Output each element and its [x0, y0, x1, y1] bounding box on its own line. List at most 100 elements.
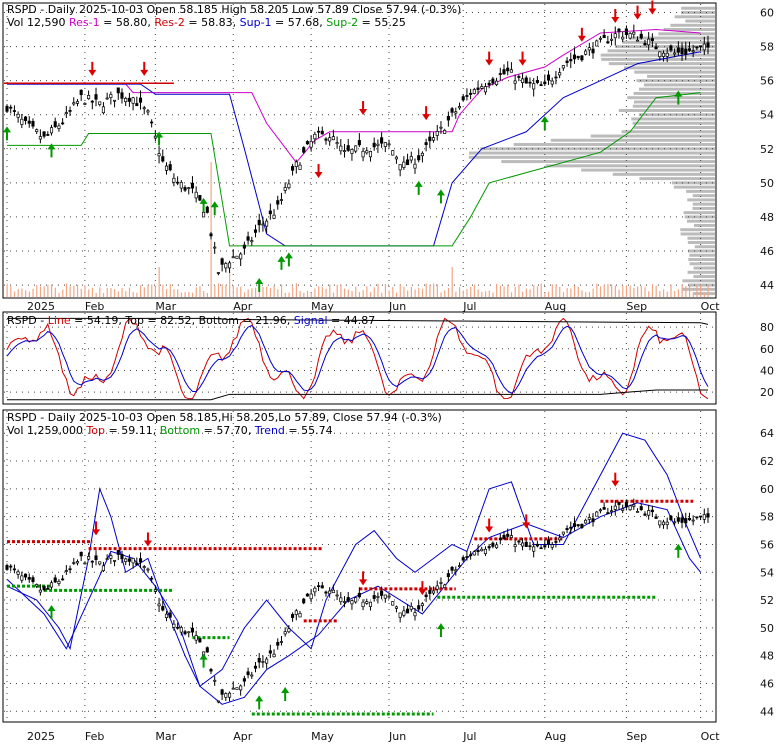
candle-body-13 [53, 121, 57, 128]
candle-body-146 [546, 74, 551, 81]
candle-body-185 [691, 519, 695, 522]
volume-bar-87 [329, 284, 331, 297]
candle-body-121 [454, 111, 458, 114]
volume-bar-84 [318, 286, 320, 297]
candle-body-16 [64, 570, 68, 572]
candle-body-151 [565, 60, 569, 63]
y-tick-label-0: 44 [760, 279, 774, 292]
volume-bar-170 [637, 286, 639, 297]
candle-body-152 [569, 526, 573, 529]
candle-body-28 [109, 94, 113, 98]
candle-body-143 [535, 80, 539, 83]
candle-body-161 [602, 507, 606, 510]
volume-bar-56 [214, 286, 216, 297]
candle-body-27 [105, 97, 109, 100]
oscillator-y-ticks: 20 40 60 80 [760, 321, 774, 399]
volume-bar-135 [507, 284, 509, 297]
candle-body-139 [521, 542, 525, 547]
candle-body-173 [647, 38, 651, 46]
profile-bar [643, 83, 715, 87]
candle-body-56 [213, 246, 217, 249]
trend-buy-arrow-0-head [47, 605, 56, 612]
candle-body-73 [276, 641, 280, 646]
candle-body-126 [472, 551, 476, 556]
candle-body-163 [610, 38, 614, 41]
volume-bar-92 [347, 289, 349, 297]
candle-body-41 [157, 153, 161, 157]
candle-body-84 [317, 585, 321, 588]
candle-body-112 [420, 603, 424, 607]
volume-bar-61 [232, 285, 234, 297]
candle-body-90 [339, 597, 343, 603]
x-tick-label-9: Oct [701, 730, 721, 743]
profile-bar [663, 28, 715, 32]
candle-body-80 [302, 147, 306, 153]
volume-bar-76 [288, 292, 290, 297]
candle-body-120 [450, 566, 454, 571]
candle-body-119 [446, 573, 450, 577]
profile-bar [687, 240, 715, 244]
candle-body-70 [265, 220, 269, 227]
candle-body-71 [268, 650, 272, 654]
candle-body-122 [457, 565, 462, 567]
sell-arrow-4-head [422, 114, 431, 121]
candle-body-185 [691, 50, 695, 53]
volume-bar-140 [525, 288, 527, 297]
candle-body-85 [320, 130, 324, 135]
volume-bar-116 [436, 284, 438, 297]
profile-bar [694, 223, 715, 227]
candle-body-54 [205, 206, 209, 213]
candle-body-110 [413, 612, 417, 617]
candle-body-35 [135, 103, 139, 107]
profile-bar [694, 245, 715, 249]
candle-body-21 [83, 103, 87, 105]
volume-bar-67 [255, 287, 257, 297]
candle-body-34 [131, 97, 135, 104]
volume-bar-147 [551, 284, 553, 297]
volume-bar-6 [28, 291, 30, 297]
buy-arrow-5-head [255, 277, 264, 284]
candle-body-173 [647, 510, 651, 516]
candle-body-99 [372, 142, 376, 148]
profile-bar [632, 104, 715, 108]
x-tick-label-0: 2025 [27, 730, 55, 743]
candle-body-57 [216, 272, 220, 274]
candle-body-180 [673, 521, 677, 524]
buy-arrow-1-head [47, 143, 56, 150]
candle-body-157 [587, 517, 591, 520]
volume-bar-73 [277, 289, 279, 297]
price-grid [4, 4, 715, 297]
volume-bar-167 [625, 285, 628, 297]
profile-bar [590, 134, 715, 138]
candle-body-86 [324, 138, 328, 141]
y-tick-label-0: 44 [760, 705, 774, 718]
candle-body-75 [283, 187, 287, 191]
candle-body-89 [335, 142, 339, 145]
volume-bar-85 [321, 286, 323, 297]
candle-body-153 [572, 54, 577, 60]
candle-body-184 [687, 518, 692, 521]
candle-body-105 [394, 156, 398, 160]
candle-body-52 [198, 195, 202, 201]
buy-arrow-9-head [436, 189, 445, 196]
candle-body-22 [87, 94, 91, 100]
candle-body-79 [298, 613, 302, 618]
trend-panel-frame [2, 409, 717, 723]
candle-body-115 [431, 590, 436, 594]
candle-body-136 [509, 69, 513, 73]
volume-bar-124 [466, 289, 468, 297]
sell-arrow-5-head [485, 59, 494, 66]
candle-body-10 [42, 585, 46, 591]
volume-bar-189 [707, 285, 709, 297]
y-tick-label-1: 46 [760, 245, 774, 258]
volume-bar-102 [384, 283, 387, 297]
profile-bar [658, 32, 715, 36]
candle-body-55 [209, 669, 213, 672]
volume-bar-112 [421, 288, 424, 297]
volume-bar-158 [592, 288, 594, 297]
candle-body-17 [68, 110, 72, 112]
candle-body-21 [83, 562, 87, 565]
profile-bar [693, 275, 715, 279]
profile-bar [685, 19, 715, 23]
candle-body-52 [198, 637, 202, 643]
